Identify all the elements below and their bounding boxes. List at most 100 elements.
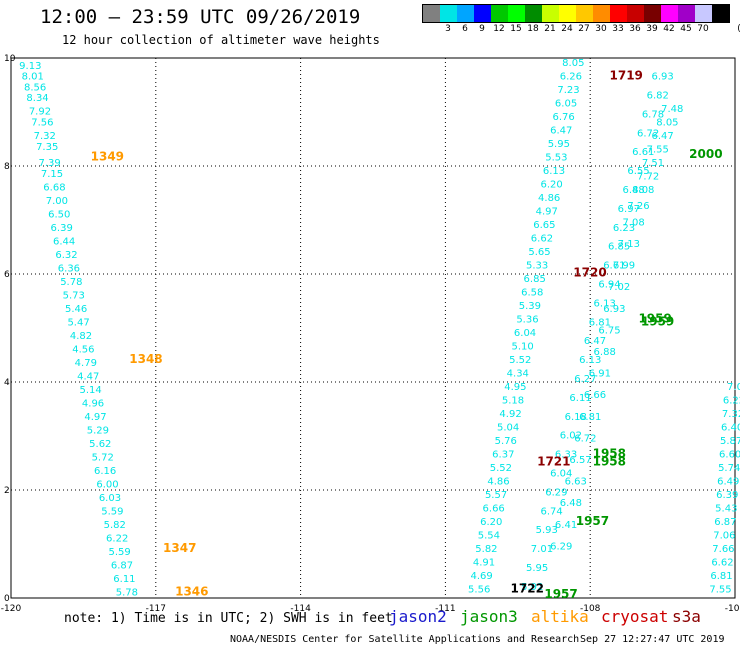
- wave-height-point: 6.37: [492, 450, 514, 461]
- wave-height-point: 8.05: [656, 118, 678, 129]
- pass-time-label: 1957: [544, 587, 577, 601]
- wave-height-point: 6.22: [106, 533, 128, 544]
- wave-height-point: 6.66: [584, 390, 606, 401]
- colorbar-swatch: [627, 5, 644, 22]
- wave-height-point: 7.66: [712, 544, 734, 555]
- wave-height-point: 7.56: [31, 118, 53, 129]
- wave-height-point: 7.32: [722, 409, 740, 420]
- wave-height-point: 7.35: [36, 142, 58, 153]
- wave-height-point: 6.85: [608, 242, 630, 253]
- colorbar-unit: (ft): [737, 24, 740, 34]
- wave-height-point: 4.96: [82, 398, 104, 409]
- wave-height-point: 6.22: [723, 396, 740, 407]
- wave-height-point: 7.08: [623, 217, 645, 228]
- wave-height-point: 6.91: [589, 369, 611, 380]
- wave-height-point: 5.56: [468, 585, 490, 596]
- colorbar-swatch: [457, 5, 474, 22]
- pass-time-label: 1720: [573, 266, 606, 280]
- wave-height-point: 7.02: [608, 282, 630, 293]
- wave-height-point: 4.91: [473, 558, 495, 569]
- wave-height-point: 6.93: [603, 304, 625, 315]
- wave-height-point: 5.73: [63, 290, 85, 301]
- wave-height-point: 6.47: [584, 336, 606, 347]
- colorbar-label: 21: [544, 24, 556, 34]
- pass-time-label: 1348: [129, 352, 162, 366]
- wave-height-point: 6.68: [43, 182, 65, 193]
- wave-height-point: 5.72: [92, 452, 114, 463]
- colorbar-swatch: [576, 5, 593, 22]
- wave-height-point: 6.63: [565, 477, 587, 488]
- wave-height-point: 6.29: [550, 541, 572, 552]
- page-title: 12:00 – 23:59 UTC 09/26/2019: [40, 6, 361, 28]
- mission-label-jason2: jason2: [389, 607, 447, 626]
- colorbar-swatch: [610, 5, 627, 22]
- wave-height-point: 7.48: [661, 104, 683, 115]
- wave-height-point: 4.34: [507, 369, 529, 380]
- wave-height-point: 6.32: [55, 250, 77, 261]
- colorbar-label: 30: [595, 24, 607, 34]
- page-subtitle: 12 hour collection of altimeter wave hei…: [62, 33, 380, 47]
- wave-height-point: 6.48: [623, 185, 645, 196]
- pass-time-label: 1722: [511, 582, 544, 596]
- wave-height-point: 6.76: [553, 112, 575, 123]
- wave-height-point: 7.01: [531, 544, 553, 555]
- wave-height-point: 8.34: [26, 93, 48, 104]
- wave-height-point: 6.58: [521, 288, 543, 299]
- wave-height-point: 4.95: [504, 382, 526, 393]
- wave-height-point: 6.60: [719, 450, 740, 461]
- colorbar-swatch: [525, 5, 542, 22]
- wave-height-point: 4.97: [536, 207, 558, 218]
- y-tick-label: 10: [4, 54, 16, 64]
- wave-height-point: 6.39: [716, 490, 738, 501]
- wave-height-point: 6.72: [574, 433, 596, 444]
- colorbar-label: 36: [629, 24, 641, 34]
- wave-height-point: 6.99: [613, 261, 635, 272]
- wave-height-point: 4.69: [470, 571, 492, 582]
- colorbar-label: 39: [646, 24, 658, 34]
- wave-height-point: 5.59: [101, 506, 123, 517]
- x-tick-label: -108: [580, 604, 601, 614]
- pass-time-label: 1957: [576, 514, 609, 528]
- wave-height-point: 5.10: [511, 342, 533, 353]
- wave-height-point: 6.74: [540, 506, 562, 517]
- wave-height-point: 6.26: [560, 72, 582, 83]
- colorbar-label: 27: [578, 24, 590, 34]
- mission-label-cryosat: cryosat: [601, 607, 669, 626]
- mission-label-s3a: s3a: [672, 607, 701, 626]
- colorbar-swatch: [712, 5, 729, 22]
- colorbar-label: 3: [445, 24, 451, 34]
- mission-label-altika: altika: [531, 607, 589, 626]
- wave-height-point: 6.13: [594, 298, 616, 309]
- wave-height-point: 5.76: [495, 436, 517, 447]
- pass-time-label: 1719: [610, 69, 643, 83]
- wave-height-point: 6.72: [637, 128, 659, 139]
- wave-height-point: 6.71: [603, 261, 625, 272]
- wave-height-point: 4.97: [84, 412, 106, 423]
- wave-height-point: 8.01: [22, 72, 44, 83]
- wave-height-point: 6.40: [721, 423, 740, 434]
- wave-height-point: 6.16: [94, 466, 116, 477]
- wave-height-point: 6.05: [555, 99, 577, 110]
- colorbar-label: 18: [527, 24, 539, 34]
- y-tick-label: 8: [4, 162, 10, 172]
- wave-height-point: 7.13: [618, 239, 640, 250]
- wave-height-point: 5.47: [67, 317, 89, 328]
- wave-height-point: 6.66: [483, 504, 505, 515]
- wave-height-point: 5.52: [509, 355, 531, 366]
- wave-height-point: 6.04: [550, 469, 572, 480]
- colorbar-swatch: [678, 5, 695, 22]
- wave-height-point: 4.86: [487, 477, 509, 488]
- wave-height-point: 5.29: [87, 425, 109, 436]
- wave-height-point: 6.03: [99, 493, 121, 504]
- wave-height-point: 6.47: [651, 131, 673, 142]
- colorbar-label: 33: [612, 24, 624, 34]
- wave-height-point: 6.23: [613, 223, 635, 234]
- wave-height-point: 6.62: [711, 558, 733, 569]
- wave-height-point: 7.06: [713, 531, 735, 542]
- wave-height-point: 6.81: [589, 317, 611, 328]
- x-tick-label: -111: [435, 604, 455, 614]
- wave-height-point: 6.11: [113, 574, 135, 585]
- wave-height-point: 6.57: [569, 455, 591, 466]
- x-tick-label: -120: [1, 604, 22, 614]
- wave-height-point: 6.29: [545, 487, 567, 498]
